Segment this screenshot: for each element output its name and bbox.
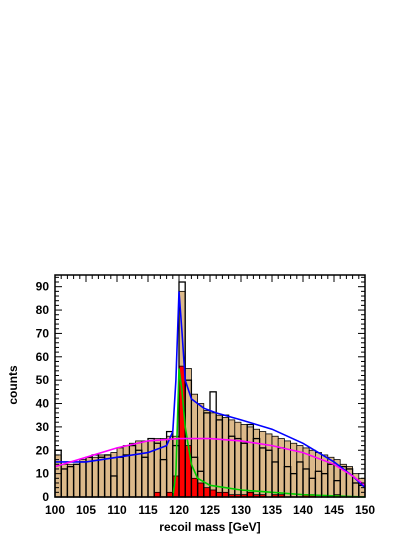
background-bar	[153, 438, 161, 498]
background-bar	[110, 452, 118, 498]
y-tick-label: 90	[36, 280, 50, 294]
background-bar	[79, 459, 87, 498]
x-tick-label: 115	[138, 503, 158, 517]
y-tick-label: 60	[36, 350, 50, 364]
background-bar	[246, 426, 254, 498]
background-bar	[91, 456, 99, 498]
signal-fit-curve	[172, 368, 366, 498]
signal-bar	[184, 445, 192, 498]
y-tick-label: 10	[36, 467, 50, 481]
x-tick-label: 110	[107, 503, 127, 517]
background-bar	[85, 456, 93, 498]
x-tick-label: 140	[293, 503, 313, 517]
axes	[54, 274, 366, 498]
background-bar	[116, 447, 124, 498]
x-tick-label: 120	[169, 503, 189, 517]
background-bar	[135, 440, 143, 498]
background-bar	[67, 463, 75, 498]
y-tick-label: 40	[36, 397, 50, 411]
background-bar	[128, 442, 136, 498]
y-tick-label: 80	[36, 303, 50, 317]
y-tick-label: 30	[36, 420, 50, 434]
background-fit-curve	[54, 437, 366, 486]
background-bar	[122, 445, 130, 498]
background-bar	[215, 414, 223, 498]
background-bar	[98, 454, 106, 498]
y-tick-label: 20	[36, 443, 50, 457]
background-bar	[259, 431, 267, 498]
x-tick-label: 135	[262, 503, 282, 517]
x-tick-label: 100	[45, 503, 65, 517]
y-axis-title: counts	[6, 365, 20, 405]
x-axis-title: recoil mass [GeV]	[159, 520, 260, 534]
x-tick-label: 130	[231, 503, 251, 517]
background-bar	[104, 454, 112, 498]
signal-bar	[209, 489, 217, 498]
background-bar	[73, 463, 81, 498]
background-bar	[228, 419, 236, 498]
background-bar	[141, 440, 149, 498]
signal-bar	[190, 477, 198, 498]
background-bar	[221, 417, 229, 498]
y-tick-label: 50	[36, 373, 50, 387]
background-bar	[234, 421, 242, 498]
background-bar	[147, 440, 155, 498]
histogram-bars	[54, 281, 366, 498]
background-bar	[252, 428, 260, 498]
y-tick-label: 0	[42, 490, 49, 504]
background-bar	[265, 433, 273, 498]
x-tick-label: 150	[355, 503, 375, 517]
x-tick-label: 105	[76, 503, 96, 517]
background-bar	[240, 424, 248, 498]
background-bar	[296, 445, 304, 498]
background-bar	[209, 412, 217, 498]
signal-bar	[203, 487, 211, 498]
total-fit-curve	[55, 291, 366, 489]
signal-bar	[197, 482, 205, 498]
x-tick-label: 145	[324, 503, 344, 517]
tick-labels: 100 105 110 115 120 125 130 135 140 145 150 0 10 20 30…	[36, 280, 376, 517]
fit-curves	[54, 291, 366, 498]
x-tick-label: 125	[200, 503, 220, 517]
y-tick-label: 70	[36, 326, 50, 340]
